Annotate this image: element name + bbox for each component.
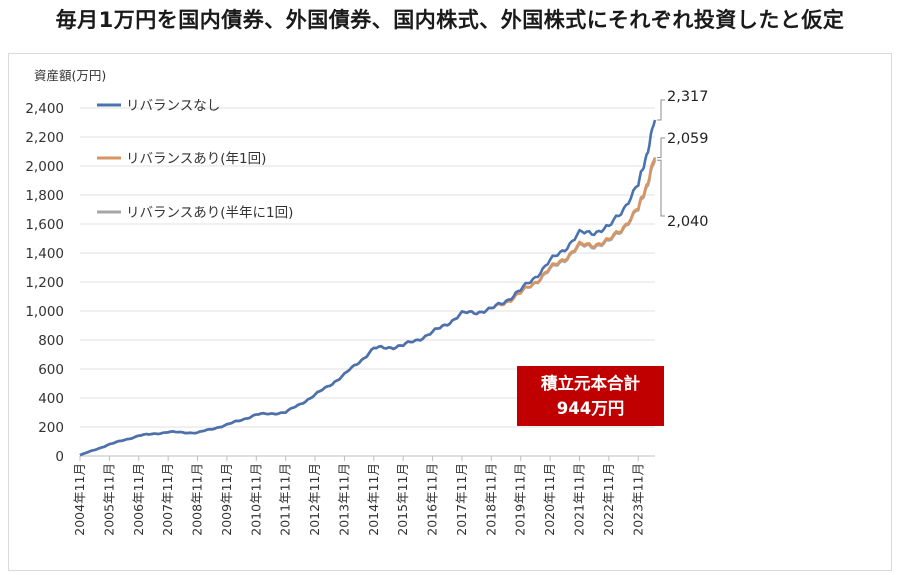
y-tick-label: 1,400 [25,246,64,262]
x-tick-label: 2009年11月 [219,463,234,536]
y-tick-label: 600 [38,362,64,378]
y-tick-labels: 0 200 400 600 800 1,000 1,200 1,400 1,600 1,800 2,… [25,101,64,465]
x-tick-label: 2013年11月 [336,463,351,536]
y-tick-label: 200 [38,420,64,436]
x-tick-labels: 2004年11月 2005年11月 2006年11月 2007年11月 2008年11月… [72,456,645,536]
y-tick-label: 2,200 [25,130,64,146]
x-tick-label: 2012年11月 [307,463,322,536]
x-tick-label: 2004年11月 [72,463,87,536]
x-tick-label: 2015年11月 [395,463,410,536]
end-label-leader [657,99,665,121]
x-tick-label: 2016年11月 [425,463,440,536]
y-tick-label: 400 [38,391,64,407]
x-tick-label: 2022年11月 [601,463,616,536]
x-tick-label: 2007年11月 [160,463,175,536]
legend-label: リバランスあり(半年に1回) [126,205,293,221]
legend-label: リバランスあり(年1回) [126,151,266,167]
y-tick-label: 1,200 [25,275,64,291]
x-tick-label: 2011年11月 [278,463,293,536]
x-tick-label: 2021年11月 [571,463,586,536]
x-tick-label: 2019年11月 [513,463,528,536]
series-line-0 [79,119,657,457]
x-tick-label: 2008年11月 [190,463,205,536]
y-tick-label: 0 [55,449,64,465]
y-axis-label: 資産額(万円) [34,68,106,83]
y-tick-label: 1,000 [25,304,64,320]
x-tick-label: 2010年11月 [248,463,263,536]
end-label-leader [657,159,665,217]
x-tick-label: 2017年11月 [454,463,469,536]
legend-label: リバランスなし [126,98,220,114]
end-label: 2,059 [667,131,709,147]
chart-title: 毎月1万円を国内債券、外国債券、国内株式、外国株式にそれぞれ投資したと仮定 [55,8,845,32]
y-tick-label: 2,400 [25,101,64,117]
y-tick-label: 2,000 [25,159,64,175]
principal-total-box: 積立元本合計 944万円 [517,366,664,426]
y-tick-label: 1,800 [25,188,64,204]
x-tick-label: 2023年11月 [630,463,645,536]
x-tick-label: 2014年11月 [366,463,381,536]
y-tick-label: 1,600 [25,217,64,233]
principal-total-value: 944万円 [556,399,625,418]
x-tick-label: 2006年11月 [131,463,146,536]
end-label-leader [657,137,665,158]
chart-panel [8,53,892,571]
y-tick-label: 800 [38,333,64,349]
end-label: 2,317 [667,89,709,105]
series-lines [79,119,657,457]
principal-total-label: 積立元本合計 [541,374,640,393]
x-tick-label: 2020年11月 [542,463,557,536]
x-tick-label: 2018年11月 [483,463,498,536]
x-tick-label: 2005年11月 [101,463,116,536]
end-labels: 2,317 2,059 2,040 [657,89,709,230]
end-label: 2,040 [667,214,709,230]
